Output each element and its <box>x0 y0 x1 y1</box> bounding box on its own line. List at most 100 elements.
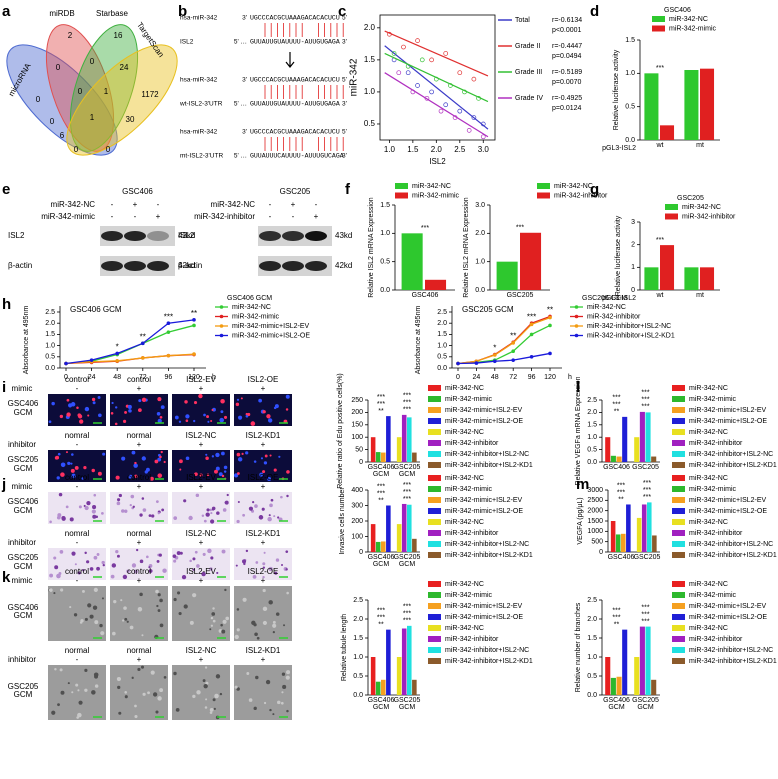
bar <box>520 232 542 290</box>
cell <box>202 679 206 682</box>
cell <box>53 556 57 560</box>
cell <box>71 691 74 694</box>
significance: ** <box>140 332 146 341</box>
point <box>443 102 449 108</box>
cell <box>56 515 61 520</box>
y-tick-label: 0 <box>631 287 635 294</box>
legend-title: GSC205 <box>677 195 704 202</box>
cell <box>154 459 159 464</box>
protein-label: β-actin <box>8 261 32 270</box>
cell <box>54 565 59 570</box>
cell <box>194 550 198 554</box>
legend-swatch <box>672 497 685 503</box>
legend-label: miR-342-inhibitor+ISL2-NC <box>689 541 773 548</box>
bar <box>645 626 651 695</box>
cell <box>195 493 200 498</box>
legend-stat: p=0.0494 <box>552 53 581 60</box>
cell <box>272 623 277 628</box>
cell <box>183 604 188 609</box>
x-tick-label: GSC406 <box>411 292 439 299</box>
bar <box>412 679 417 695</box>
point <box>480 134 486 140</box>
legend-label: miR-342-mimic+ISL2-EV <box>445 497 523 504</box>
bar <box>634 657 640 695</box>
cell <box>250 421 256 426</box>
bar <box>647 502 652 552</box>
legend-label: miR-342-mimic <box>689 592 737 599</box>
y-tick-label: 400 <box>351 487 363 494</box>
y-tick-label: 0.0 <box>380 287 390 294</box>
x-tick-label: 96 <box>528 374 536 381</box>
y-tick-label: 2.0 <box>475 230 485 237</box>
cell <box>126 620 129 623</box>
blot-sign: - <box>315 200 318 209</box>
legend-marker <box>574 333 579 338</box>
column-label: ISL2-EV <box>186 473 216 482</box>
bar <box>610 521 616 552</box>
panel-letter: f <box>345 181 351 198</box>
blot-row-label: miR-342-mimic <box>41 212 95 221</box>
cell <box>172 554 177 558</box>
cell <box>56 573 61 579</box>
cell <box>222 619 227 624</box>
bar <box>401 414 407 462</box>
condition-sign: + <box>261 384 266 393</box>
cell <box>221 549 226 554</box>
y-tick-label: 2.5 <box>437 309 447 316</box>
cell <box>237 500 240 504</box>
legend-label: miR-342-NC <box>669 16 708 23</box>
row-label-box: GSC406 GCM <box>8 604 39 621</box>
point <box>438 108 444 114</box>
cell <box>98 413 102 418</box>
band <box>259 261 281 271</box>
bar <box>700 267 715 290</box>
cell <box>60 462 66 468</box>
legend-label: miR-342-mimic+ISL2-OE <box>689 508 767 515</box>
venn-count: 1 <box>90 113 95 122</box>
cell <box>91 509 96 514</box>
legend-swatch <box>672 462 685 468</box>
cell <box>127 404 132 409</box>
condition-sign: - <box>76 440 79 449</box>
legend-swatch <box>428 497 441 503</box>
cell <box>102 452 106 456</box>
cell <box>269 454 272 457</box>
cell <box>219 692 223 696</box>
micrograph <box>172 450 230 482</box>
sequence: GUUAUUGUAUUUU-AUUGUGAGA <box>250 39 340 46</box>
y-axis-label: Relative luciferase activity <box>613 49 620 130</box>
cell <box>192 568 195 571</box>
column-label: ISL2-EV <box>186 567 216 576</box>
bar <box>615 534 621 552</box>
column-label: ISL2-KD1 <box>246 646 281 655</box>
strand-end: 5' <box>342 129 347 136</box>
column-label: nomral <box>65 431 90 440</box>
bar <box>652 535 657 552</box>
condition-sign: + <box>261 576 266 585</box>
y-tick-label: 1.5 <box>625 37 635 44</box>
y-tick-label: 3 <box>631 219 635 226</box>
cell <box>215 466 220 471</box>
bar <box>425 279 447 290</box>
x-tick-label: 48 <box>113 374 121 381</box>
cell <box>248 698 253 702</box>
series-line <box>457 316 551 365</box>
cell <box>188 515 193 521</box>
x-axis-label: pGL3-ISL2 <box>602 145 636 152</box>
legend-swatch <box>672 396 685 402</box>
cell <box>124 509 128 513</box>
cell <box>211 612 216 616</box>
legend-label: miR-342-NC <box>689 429 728 436</box>
y-tick-label: 3000 <box>587 487 603 494</box>
legend-swatch <box>428 440 441 446</box>
point <box>141 356 145 360</box>
cell <box>280 701 284 705</box>
cell <box>204 706 208 709</box>
condition-label: inhibitor <box>8 538 36 547</box>
cell <box>116 554 120 558</box>
venn-count: 1 <box>104 87 109 96</box>
bar <box>626 504 631 552</box>
cell <box>70 402 76 407</box>
cell <box>91 397 96 402</box>
condition-sign: + <box>261 482 266 491</box>
